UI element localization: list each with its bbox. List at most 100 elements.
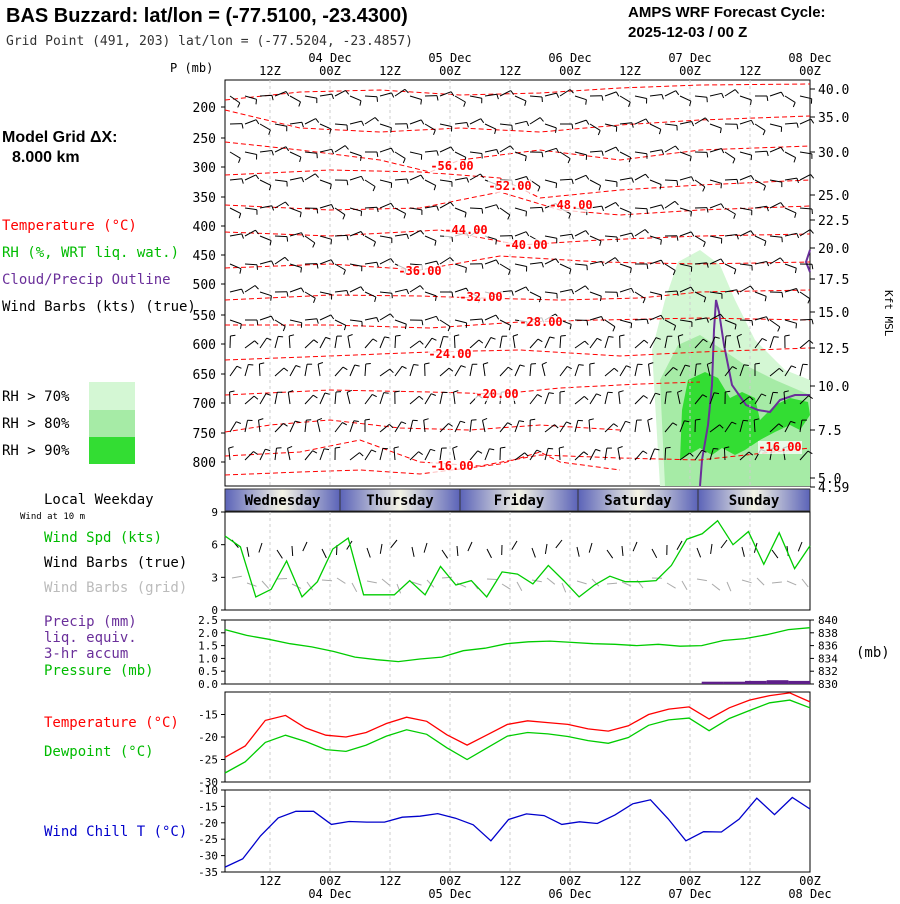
pressure-tick: 750 xyxy=(193,427,216,442)
legend-cloud: Cloud/Precip Outline xyxy=(2,272,171,288)
legend-wind: Wind Barbs (kts) (true) xyxy=(2,299,196,315)
windchill-label: Wind Chill T (°C) xyxy=(44,824,187,840)
top-hour-label: 12Z xyxy=(259,64,281,78)
y-tick: -20 xyxy=(198,731,218,744)
wind-barb-flag xyxy=(796,323,797,328)
bottom-date-label: 05 Dec xyxy=(428,887,471,900)
y-tick: 3 xyxy=(211,571,218,584)
wind-barb-flag xyxy=(396,335,401,336)
height-tick: 40.0 xyxy=(818,83,849,98)
wind-barb-flag xyxy=(278,336,283,337)
y-tick: -20 xyxy=(198,817,218,830)
wind-barb-flag xyxy=(287,237,288,242)
top-hour-label: 12Z xyxy=(739,64,761,78)
wind-barb-flag xyxy=(774,337,779,338)
height-tick: 30.0 xyxy=(818,146,849,161)
weekday-name: Thursday xyxy=(366,493,434,509)
wind-barb-flag xyxy=(782,292,783,297)
top-date-label: 05 Dec xyxy=(428,51,471,65)
height-tick: 17.5 xyxy=(818,273,849,288)
wind-barb-flag xyxy=(561,336,566,337)
contour-label: -40.00 xyxy=(504,238,547,252)
y-tick: -30 xyxy=(198,850,218,863)
bottom-date-label: 07 Dec xyxy=(668,887,711,900)
bottom-hour-label: 12Z xyxy=(259,874,281,888)
wind-barb-flag xyxy=(752,321,753,326)
wind-barb-flag xyxy=(647,209,648,214)
weekday-name: Saturday xyxy=(604,493,672,509)
height-tick: 10.0 xyxy=(818,380,849,395)
surface-barb xyxy=(292,546,293,556)
pressure-tick: 600 xyxy=(193,338,216,353)
weekday-name: Friday xyxy=(494,493,545,509)
wind-barb-flag xyxy=(661,240,662,245)
y-tick: 1.5 xyxy=(198,640,218,653)
top-hour-label: 00Z xyxy=(679,64,701,78)
wind-barb-flag xyxy=(810,230,813,234)
top-hour-label: 12Z xyxy=(619,64,641,78)
top-date-label: 07 Dec xyxy=(668,51,711,65)
wind-barb xyxy=(665,448,666,460)
top-hour-label: 00Z xyxy=(439,64,461,78)
bottom-hour-label: 00Z xyxy=(559,874,581,888)
pressure-label: Pressure (mb) xyxy=(44,663,154,679)
pressure-tick: 500 xyxy=(193,278,216,293)
cycle-value: 2025-12-03 / 00 Z xyxy=(628,24,747,41)
wind-at-10m: Wind at 10 m xyxy=(20,512,85,522)
height-axis: 40.035.030.025.022.520.017.515.012.510.0… xyxy=(810,83,849,496)
wind-barb-flag xyxy=(556,183,557,188)
p-axis-label: P (mb) xyxy=(170,61,213,75)
windchill-axis: -10-15-20-25-30-35 xyxy=(198,784,225,879)
wind-barb-flag xyxy=(751,155,752,160)
y2-tick: 834 xyxy=(818,652,838,665)
y2-tick: 836 xyxy=(818,640,838,653)
y-tick: 2.0 xyxy=(198,627,218,640)
wind-barb-flag xyxy=(586,100,587,105)
y-tick: -25 xyxy=(198,754,218,767)
bottom-hour-label: 12Z xyxy=(499,874,521,888)
wind-barb-flag xyxy=(713,449,718,450)
wind-barb xyxy=(665,180,677,181)
height-tick: 20.0 xyxy=(818,242,849,257)
pressure-tick: 450 xyxy=(193,249,216,264)
wind-barb-flag xyxy=(452,237,453,242)
height-tick: 35.0 xyxy=(818,111,849,126)
y-tick: 0.0 xyxy=(198,678,218,691)
wind-barb xyxy=(335,235,347,236)
height-tick: 15.0 xyxy=(818,306,849,321)
model-grid-label: Model Grid ΔX: xyxy=(2,129,118,146)
precip-bar xyxy=(788,681,810,684)
bottom-hour-label: 00Z xyxy=(439,874,461,888)
wind-barb-flag xyxy=(587,320,588,325)
y-tick: -25 xyxy=(198,833,218,846)
wind-barb-flag xyxy=(248,365,253,366)
wind-barb-flag xyxy=(743,420,748,421)
top-hour-label: 12Z xyxy=(499,64,521,78)
wind-barb-flag xyxy=(391,128,392,133)
bottom-hour-label: 12Z xyxy=(379,874,401,888)
bottom-date-label: 04 Dec xyxy=(308,887,351,900)
bottom-date-label: 08 Dec xyxy=(788,887,831,900)
header-subtitle: Grid Point (491, 203) lat/lon = (-77.520… xyxy=(6,34,413,49)
model-grid-dx: 8.000 km xyxy=(12,149,80,166)
wind-barb-flag xyxy=(317,208,318,213)
wind-barb-flag xyxy=(812,319,813,324)
y-tick: -35 xyxy=(198,866,218,879)
wind-barb-flag xyxy=(421,100,422,105)
accum-label: 3-hr accum xyxy=(44,646,128,662)
contour-label: -48.00 xyxy=(549,198,592,212)
wind-barb-flag xyxy=(414,365,419,366)
precip-bar xyxy=(767,680,789,684)
legend-rh: RH (%, WRT liq. wat.) xyxy=(2,245,179,261)
pressure-tick: 800 xyxy=(193,456,216,471)
rh70-label: RH > 70% xyxy=(2,389,70,405)
wind-barb-flag xyxy=(609,337,614,338)
temperature-axis: -15-20-25-30 xyxy=(198,709,225,790)
contour-label: -56.00 xyxy=(430,159,473,173)
rh90-label: RH > 90% xyxy=(2,443,70,459)
